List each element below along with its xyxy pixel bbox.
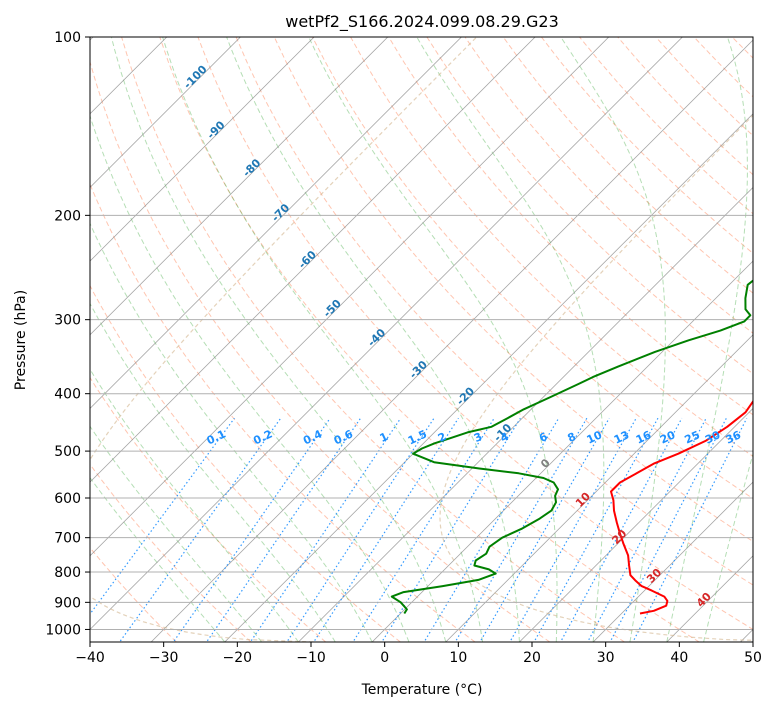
y-tick-label: 300 xyxy=(54,313,81,329)
isotherm xyxy=(90,37,536,483)
x-tick-label: 30 xyxy=(597,650,615,666)
moist-adiabat xyxy=(90,222,373,642)
mixing-ratio-line xyxy=(509,417,637,642)
moist-adiabat xyxy=(90,302,336,642)
isotherm xyxy=(592,481,753,642)
isotherm xyxy=(518,407,753,642)
isotherm xyxy=(150,39,753,642)
y-tick-label: 200 xyxy=(54,208,81,224)
dry-adiabat xyxy=(90,546,177,642)
isotherm xyxy=(90,37,684,631)
auxiliary-curve xyxy=(90,37,478,642)
x-tick-label: −20 xyxy=(223,650,253,666)
moist-adiabat xyxy=(90,476,226,642)
x-tick-label: 40 xyxy=(670,650,688,666)
mixing-ratio-label: 30 xyxy=(703,428,723,446)
mixing-ratio-line xyxy=(454,417,588,642)
moist-adiabat xyxy=(110,37,447,642)
mixing-ratio-line xyxy=(479,417,610,642)
y-tick-label: 800 xyxy=(54,565,81,581)
dry-adiabat xyxy=(90,463,252,642)
mixing-ratio-label: 20 xyxy=(658,428,678,446)
mixing-ratio-line xyxy=(586,417,707,642)
mixing-ratio-line xyxy=(559,417,683,642)
dry-adiabat xyxy=(388,37,753,416)
chart-title: wetPf2_S166.2024.099.08.29.G23 xyxy=(285,12,559,32)
profile-lines xyxy=(390,279,753,615)
moist-adiabat xyxy=(666,37,748,642)
reference-lines xyxy=(90,37,775,642)
isotherm xyxy=(224,113,753,642)
isotherm xyxy=(445,334,753,642)
mixing-ratio-line xyxy=(313,417,459,642)
dry-adiabat xyxy=(121,37,625,642)
isotherm xyxy=(90,37,242,189)
mixing-ratio-line xyxy=(609,417,727,642)
x-tick-label: 20 xyxy=(523,650,541,666)
mixing-ratio-line xyxy=(90,417,235,616)
mixing-ratio-line xyxy=(352,417,495,642)
temperature-profile xyxy=(610,399,753,615)
y-tick-label: 600 xyxy=(54,491,81,507)
mixing-ratio-label: 36 xyxy=(724,428,744,446)
mixing-ratio-line xyxy=(286,417,435,642)
isotherm xyxy=(90,37,315,262)
mixing-ratio-line xyxy=(533,417,659,642)
isotherm xyxy=(90,37,463,410)
mixing-ratio-line xyxy=(249,417,402,642)
dry-adiabat xyxy=(235,37,753,586)
x-tick-label: −40 xyxy=(75,650,105,666)
dewpoint-profile xyxy=(390,279,753,615)
moist-adiabat xyxy=(90,425,263,642)
y-axis-label: Pressure (hPa) xyxy=(13,290,29,390)
moist-adiabat xyxy=(416,37,605,642)
x-axis: −40 −30 −20 −10 0 10 20 30 40 50 xyxy=(75,642,762,666)
mixing-ratio-label: 25 xyxy=(683,428,702,446)
mixing-ratio-label: 13 xyxy=(612,428,631,446)
moist-adiabat xyxy=(308,37,558,642)
mixing-ratio-line xyxy=(423,417,560,642)
mixing-ratio-line xyxy=(118,417,282,642)
x-tick-label: 10 xyxy=(449,650,467,666)
dry-adiabat xyxy=(159,37,700,642)
moist-adiabat xyxy=(162,37,484,642)
y-tick-label: 900 xyxy=(54,595,81,611)
isotherm xyxy=(297,186,753,642)
moist-adiabat xyxy=(226,37,520,642)
dry-adiabat xyxy=(502,37,753,294)
dry-adiabat xyxy=(90,60,551,642)
dry-adiabat xyxy=(311,37,753,500)
moist-adiabat xyxy=(703,452,753,642)
pressure-gridlines xyxy=(90,37,753,630)
x-tick-label: 0 xyxy=(380,650,389,666)
dry-adiabat xyxy=(770,37,775,642)
auxiliary-curve xyxy=(439,114,753,641)
dry-adiabat xyxy=(90,376,327,642)
x-axis-label: Temperature (°C) xyxy=(361,682,483,698)
dry-adiabat xyxy=(426,37,753,375)
plot-background xyxy=(90,37,753,642)
x-tick-label: −10 xyxy=(296,650,326,666)
isotherm xyxy=(371,260,753,642)
isotherm xyxy=(90,37,610,557)
mixing-ratio-line xyxy=(632,417,748,642)
y-axis: 100 200 300 400 500 600 700 800 900 1000 xyxy=(45,30,90,638)
moist-adiabat xyxy=(560,37,666,642)
dry-adiabat xyxy=(197,37,753,630)
mixing-ratio-label: 10 xyxy=(585,428,605,446)
dry-adiabat xyxy=(90,182,476,642)
x-tick-label: −30 xyxy=(149,650,179,666)
y-tick-label: 700 xyxy=(54,531,81,547)
y-tick-label: 1000 xyxy=(45,622,81,638)
y-tick-label: 400 xyxy=(54,387,81,403)
y-tick-label: 500 xyxy=(54,444,81,460)
x-tick-label: 50 xyxy=(744,650,762,666)
mixing-ratio-label: 16 xyxy=(634,428,654,446)
y-tick-label: 100 xyxy=(54,30,81,46)
plot-frame xyxy=(89,36,754,643)
isotherm xyxy=(90,37,389,336)
